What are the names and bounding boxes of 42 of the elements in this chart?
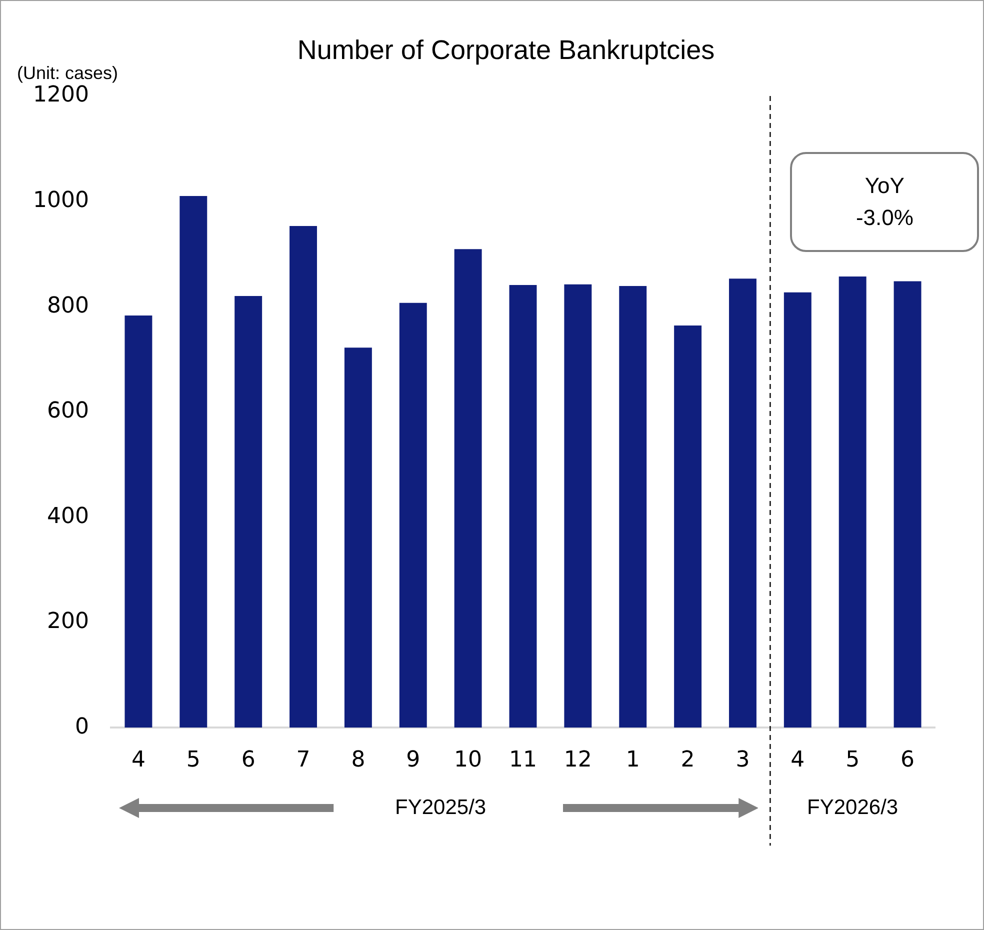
- bar: [728, 278, 756, 728]
- y-tick-label: 400: [46, 504, 89, 529]
- text: FY2026/3: [806, 796, 900, 820]
- text: (Unit: cases): [17, 63, 118, 84]
- bar: [344, 348, 372, 728]
- bar: [399, 302, 427, 728]
- x-tick-label: 4: [790, 748, 805, 773]
- y-tick-label: 0: [74, 714, 89, 740]
- x-tick-label: 2: [680, 748, 695, 773]
- x-tick-label: 3: [736, 748, 750, 773]
- y-tick-label: 200: [46, 609, 89, 634]
- bar: [124, 315, 152, 728]
- annotation: YoY -3.0%: [854, 172, 914, 232]
- bar: [674, 325, 702, 728]
- y-tick-label: 800: [46, 293, 89, 318]
- bar: [180, 196, 208, 728]
- x-tick-label: 9: [406, 748, 420, 773]
- x-tick-label: 10: [454, 748, 482, 773]
- bar: [784, 292, 812, 728]
- bar: [234, 296, 262, 728]
- text: FY2025/3: [394, 796, 488, 820]
- y-tick-label: 1200: [32, 82, 89, 108]
- chart-title: Number of Corporate Bankruptcies: [297, 35, 715, 65]
- bar: [454, 249, 482, 728]
- x-tick-label: 1: [626, 748, 640, 773]
- y-tick-label: 1000: [32, 188, 89, 213]
- x-tick-label: 7: [296, 748, 310, 773]
- x-tick-label: 5: [846, 748, 860, 773]
- bar: [509, 284, 537, 728]
- x-tick-label: 11: [508, 748, 537, 773]
- x-tick-label: 6: [241, 748, 256, 773]
- y-tick-label: 600: [46, 398, 89, 424]
- x-tick-label: 12: [564, 748, 592, 773]
- bar: [894, 281, 922, 728]
- bar: [564, 284, 592, 728]
- bar: [290, 226, 317, 728]
- bar: [619, 286, 647, 728]
- x-tick-label: 6: [900, 748, 915, 773]
- x-tick-label: 4: [131, 748, 146, 773]
- x-tick-label: 8: [351, 748, 366, 773]
- x-tick-label: 5: [186, 748, 200, 773]
- bar: [838, 276, 866, 728]
